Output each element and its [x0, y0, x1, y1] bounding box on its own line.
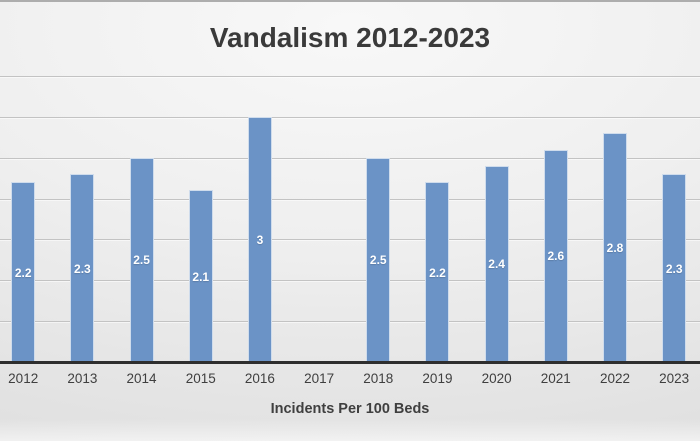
x-tick-2016: 2016 — [244, 371, 275, 386]
chart-top-border — [0, 0, 700, 2]
gridline — [0, 321, 700, 323]
gridline — [0, 157, 700, 159]
bar-2013: 2.3 — [70, 174, 95, 362]
x-tick-2021: 2021 — [540, 371, 571, 386]
bar-2014: 2.5 — [129, 157, 154, 362]
bar-value-label: 2.8 — [606, 241, 624, 256]
x-axis-line — [0, 361, 700, 364]
bar-2016: 3 — [247, 116, 272, 362]
gridline — [0, 76, 700, 78]
gridline — [0, 239, 700, 241]
bar-2018: 2.5 — [366, 157, 391, 362]
x-tick-2017: 2017 — [304, 371, 335, 386]
x-tick-2019: 2019 — [422, 371, 453, 386]
bar-value-label: 2.3 — [665, 261, 683, 276]
bar-value-label: 2.2 — [429, 265, 446, 280]
bar-value-label: 2.5 — [133, 253, 150, 268]
bar-2023: 2.3 — [662, 174, 687, 362]
bar-2015: 2.1 — [188, 190, 213, 362]
bar-2020: 2.4 — [484, 165, 509, 362]
bar-value-label: 2.3 — [74, 261, 91, 276]
gridline — [0, 280, 700, 282]
x-tick-2020: 2020 — [481, 371, 512, 386]
bar-value-label: 2.6 — [547, 249, 565, 264]
x-tick-2012: 2012 — [8, 371, 39, 386]
bar-2012: 2.2 — [11, 182, 36, 362]
bar-value-label: 3 — [256, 232, 264, 247]
x-axis-title: Incidents Per 100 Beds — [270, 401, 430, 417]
x-tick-2022: 2022 — [599, 371, 631, 386]
x-tick-2023: 2023 — [659, 371, 690, 386]
x-tick-2018: 2018 — [363, 371, 394, 386]
bar-value-label: 2.4 — [488, 257, 505, 272]
bar-value-label: 2.2 — [14, 265, 32, 280]
bar-value-label: 2.5 — [369, 253, 387, 268]
bar-2021: 2.6 — [543, 149, 568, 362]
gridline — [0, 116, 700, 118]
x-tick-2013: 2013 — [67, 371, 98, 386]
chart-title: Vandalism 2012-2023 — [209, 22, 491, 53]
gridline — [0, 198, 700, 200]
x-tick-2014: 2014 — [126, 371, 157, 386]
bar-2022: 2.8 — [603, 133, 627, 362]
bar-value-label: 2.1 — [192, 269, 210, 284]
bar-2019: 2.2 — [425, 182, 450, 362]
x-tick-2015: 2015 — [185, 371, 216, 386]
